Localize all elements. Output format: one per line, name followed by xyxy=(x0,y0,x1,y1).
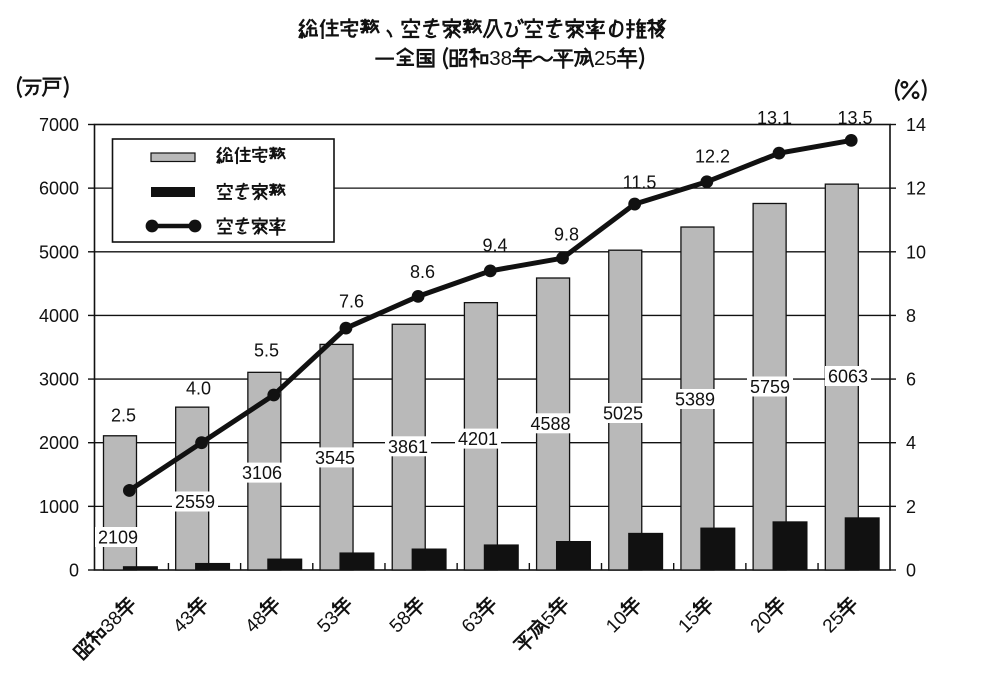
svg-text:2559: 2559 xyxy=(175,492,215,512)
svg-text:5389: 5389 xyxy=(675,390,715,410)
svg-text:8.6: 8.6 xyxy=(410,262,435,282)
svg-text:1000: 1000 xyxy=(39,497,79,517)
svg-text:5.5: 5.5 xyxy=(254,341,279,361)
svg-text:5759: 5759 xyxy=(750,377,790,397)
svg-text:13.5: 13.5 xyxy=(837,108,872,128)
svg-text:11.5: 11.5 xyxy=(623,173,657,193)
svg-text:2109: 2109 xyxy=(98,528,138,548)
svg-text:9.8: 9.8 xyxy=(554,225,579,245)
svg-text:14: 14 xyxy=(906,115,926,135)
svg-text:6063: 6063 xyxy=(828,367,868,387)
svg-text:4000: 4000 xyxy=(39,306,79,326)
svg-text:8: 8 xyxy=(906,306,916,326)
svg-text:13.1: 13.1 xyxy=(757,108,792,128)
svg-text:6: 6 xyxy=(906,370,916,390)
svg-text:5025: 5025 xyxy=(603,404,643,424)
svg-text:2000: 2000 xyxy=(39,433,79,453)
svg-text:0: 0 xyxy=(69,561,79,581)
svg-text:12.2: 12.2 xyxy=(695,147,730,167)
svg-text:3106: 3106 xyxy=(242,463,282,483)
svg-text:4: 4 xyxy=(906,433,916,453)
svg-text:2: 2 xyxy=(906,497,916,517)
svg-text:4.0: 4.0 xyxy=(186,379,211,399)
svg-text:6000: 6000 xyxy=(39,179,79,199)
svg-text:3545: 3545 xyxy=(315,448,355,468)
svg-text:0: 0 xyxy=(906,561,916,581)
svg-text:9.4: 9.4 xyxy=(482,236,507,256)
svg-text:7000: 7000 xyxy=(39,115,79,135)
svg-text:4588: 4588 xyxy=(530,414,570,434)
svg-text:4201: 4201 xyxy=(458,429,498,449)
svg-text:7.6: 7.6 xyxy=(339,292,364,312)
svg-text:38: 38 xyxy=(489,47,512,70)
svg-text:25: 25 xyxy=(594,47,617,70)
svg-text:12: 12 xyxy=(906,179,926,199)
svg-text:5000: 5000 xyxy=(39,242,79,262)
svg-text:2.5: 2.5 xyxy=(111,406,136,426)
svg-text:10: 10 xyxy=(906,242,926,262)
svg-text:3861: 3861 xyxy=(388,437,428,457)
svg-text:3000: 3000 xyxy=(39,370,79,390)
